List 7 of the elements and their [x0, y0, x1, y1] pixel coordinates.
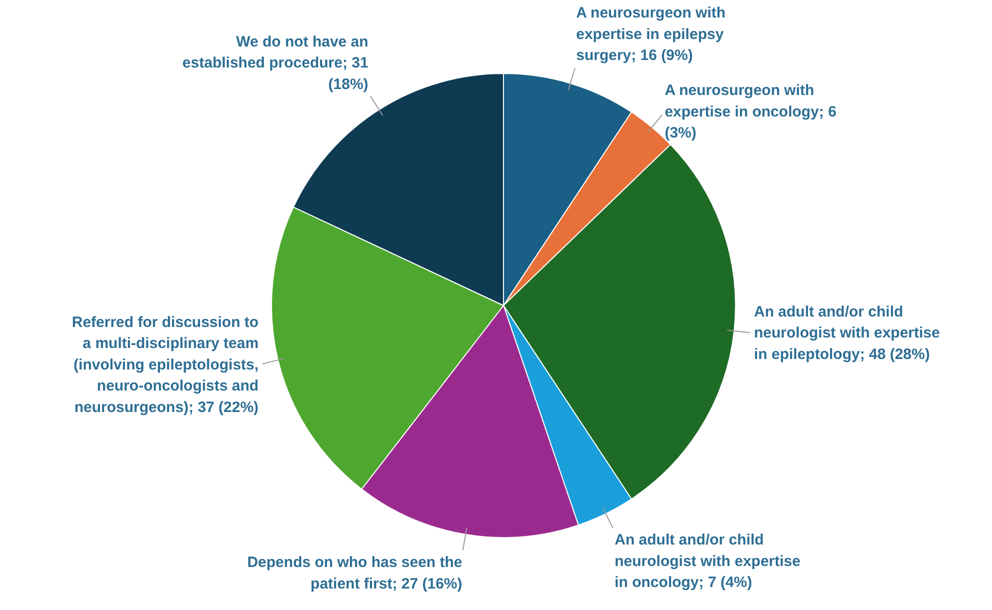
slice-label: We do not have an established procedure; 31 (18%): [182, 33, 368, 93]
slice-label: A neurosurgeon with expertise in oncology; 6 (3%): [664, 82, 836, 142]
slice-label: A neurosurgeon with expertise in epilepsy surgery; 16 (9%): [576, 4, 726, 64]
slice-label: An adult and/or child neurologist with expertise in oncology; 7 (4%): [614, 532, 800, 592]
slice-label: An adult and/or child neurologist with expertise in epileptology; 48 (28%): [754, 303, 940, 363]
slice-label: Referred for discussion to a multi-disciplinary team (involving epileptologists, neuro-oncologists and neurosurgeons); 37 (22%): [72, 314, 259, 416]
slice-label: Depends on who has seen the patient first; 27 (16%): [247, 554, 462, 592]
